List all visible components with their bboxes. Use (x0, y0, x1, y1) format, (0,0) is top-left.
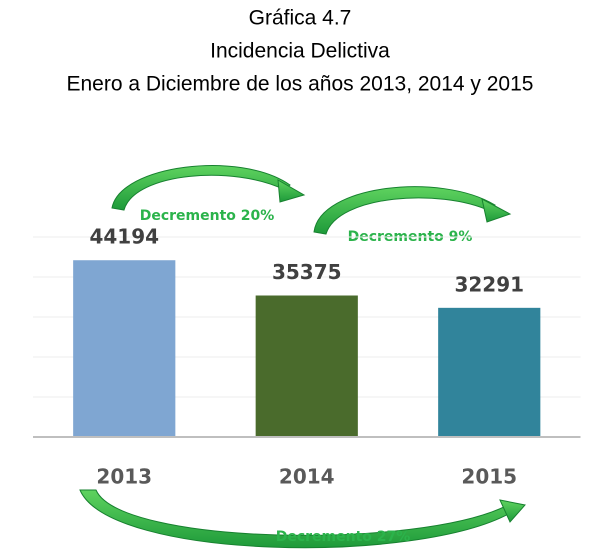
x-tick-label: 2014 (279, 465, 335, 489)
arrow-head (499, 499, 526, 523)
annotation: Decremento 27% (276, 529, 411, 545)
chart-title: Incidencia Delictiva (210, 40, 390, 63)
value-label: 32291 (454, 272, 524, 296)
arrow-head (481, 198, 512, 223)
arrow-head (277, 179, 306, 203)
bar (255, 295, 358, 437)
annotation: Decremento 20% (140, 208, 275, 224)
chart-title: Gráfica 4.7 (249, 7, 352, 30)
arrows (79, 165, 526, 549)
x-tick-label: 2015 (461, 465, 517, 489)
x-tick-label: 2013 (96, 465, 152, 489)
arrow (111, 165, 291, 211)
bar (73, 260, 176, 437)
chart-subtitle: Enero a Diciembre de los años 2013, 2014… (67, 73, 534, 96)
bar (438, 307, 541, 437)
value-label: 44194 (89, 225, 159, 249)
value-label: 35375 (272, 260, 342, 284)
arrow (313, 186, 496, 235)
